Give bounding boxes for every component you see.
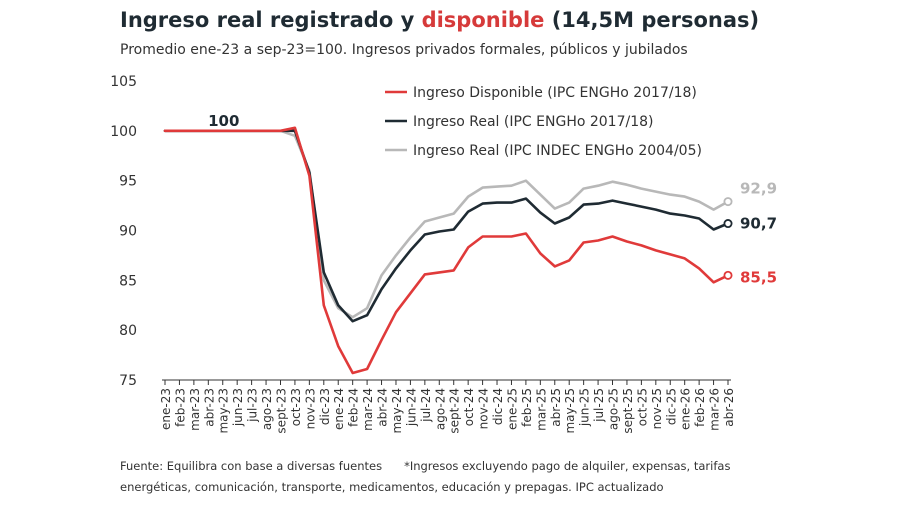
x-tick-label: mar-26 bbox=[708, 388, 722, 431]
footer-source: Fuente: Equilibra con base a diversas fu… bbox=[120, 459, 383, 473]
x-tick-label: jul-25 bbox=[592, 388, 606, 423]
x-tick-label: sept-23 bbox=[274, 388, 288, 434]
x-tick-label: ago-25 bbox=[607, 388, 621, 430]
x-tick-label: feb-23 bbox=[173, 388, 187, 427]
x-tick-label: jul-24 bbox=[419, 388, 433, 423]
x-tick-label: dic-23 bbox=[318, 388, 332, 425]
base-value-annotation: 100 bbox=[208, 112, 239, 130]
series-end-marker bbox=[723, 219, 733, 229]
footer-note-line-1: *Ingresos excluyendo pago de alquiler, e… bbox=[404, 459, 731, 473]
x-tick-label: feb-24 bbox=[347, 388, 361, 427]
x-tick-label: ene-23 bbox=[159, 388, 173, 430]
x-tick-label: nov-24 bbox=[477, 388, 491, 429]
chart-subtitle: Promedio ene-23 a sep-23=100. Ingresos p… bbox=[120, 42, 688, 58]
title-highlight: disponible bbox=[421, 8, 545, 32]
x-tick-label: dic-24 bbox=[491, 388, 505, 425]
series-end-label: 85,5 bbox=[740, 268, 777, 286]
x-tick-label: ago-23 bbox=[260, 388, 274, 430]
series-line bbox=[163, 126, 730, 375]
x-tick-label: oct-23 bbox=[289, 388, 303, 426]
x-tick-label: may-23 bbox=[217, 388, 231, 434]
x-tick-label: sept-24 bbox=[448, 388, 462, 434]
x-tick-label: ago-24 bbox=[433, 388, 447, 430]
y-tick-label: 100 bbox=[110, 124, 137, 140]
x-tick-label: abr-24 bbox=[376, 388, 390, 427]
legend-label: Ingreso Real (IPC ENGHo 2017/18) bbox=[413, 114, 653, 130]
title-part-2: (14,5M personas) bbox=[544, 8, 760, 32]
legend-label: Ingreso Real (IPC INDEC ENGHo 2004/05) bbox=[413, 143, 702, 159]
x-tick-label: abr-23 bbox=[202, 388, 216, 427]
x-tick-label: abr-25 bbox=[549, 388, 563, 427]
series-end-label: 92,9 bbox=[740, 180, 777, 198]
y-tick-label: 105 bbox=[110, 74, 137, 90]
x-tick-label: jun-24 bbox=[404, 388, 418, 427]
title-part-1: Ingreso real registrado y bbox=[120, 8, 422, 32]
x-tick-label: oct-25 bbox=[635, 388, 649, 426]
x-tick-label: may-25 bbox=[563, 388, 577, 434]
y-tick-label: 75 bbox=[119, 373, 137, 389]
x-tick-label: ene-26 bbox=[679, 388, 693, 430]
x-tick-label: nov-23 bbox=[303, 388, 317, 429]
y-tick-label: 80 bbox=[119, 323, 137, 339]
series-line bbox=[163, 129, 730, 323]
x-tick-label: sept-25 bbox=[621, 388, 635, 434]
x-tick-label: mar-23 bbox=[188, 388, 202, 431]
footer-note-line-2: energéticas, comunicación, transporte, m… bbox=[120, 480, 664, 494]
x-tick-label: ene-25 bbox=[505, 388, 519, 430]
x-tick-label: may-24 bbox=[390, 388, 404, 434]
x-tick-label: jun-25 bbox=[578, 388, 592, 427]
y-tick-label: 90 bbox=[119, 224, 137, 240]
legend-label: Ingreso Disponible (IPC ENGHo 2017/18) bbox=[413, 85, 697, 101]
x-tick-label: nov-25 bbox=[650, 388, 664, 429]
chart-footer: Fuente: Equilibra con base a diversas fu… bbox=[120, 456, 730, 498]
x-tick-label: dic-25 bbox=[664, 388, 678, 425]
x-tick-label: feb-25 bbox=[520, 388, 534, 427]
x-tick-label: abr-26 bbox=[722, 388, 736, 427]
x-tick-label: jun-23 bbox=[231, 388, 245, 427]
chart-title: Ingreso real registrado y disponible (14… bbox=[120, 8, 759, 32]
x-tick-label: mar-24 bbox=[361, 388, 375, 431]
series-end-marker bbox=[723, 270, 733, 280]
series-end-label: 90,7 bbox=[740, 215, 777, 233]
y-tick-label: 95 bbox=[119, 174, 137, 190]
x-tick-label: ene-24 bbox=[332, 388, 346, 430]
series-end-marker bbox=[723, 197, 733, 207]
x-tick-label: feb-26 bbox=[693, 388, 707, 427]
y-tick-label: 85 bbox=[119, 273, 137, 289]
x-tick-label: mar-25 bbox=[534, 388, 548, 431]
x-tick-label: oct-24 bbox=[462, 388, 476, 426]
x-tick-label: jul-23 bbox=[246, 388, 260, 423]
